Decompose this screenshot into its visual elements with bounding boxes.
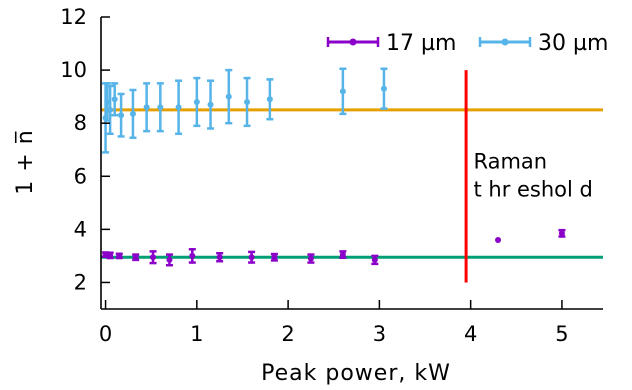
x-tick-label: 5 [555, 322, 568, 346]
y-tick-label: 8 [74, 111, 87, 135]
y-tick-label: 4 [74, 217, 87, 241]
reference-lines [101, 70, 603, 283]
data-point [107, 252, 114, 259]
data-point [266, 96, 273, 103]
data-points [102, 85, 565, 263]
data-point [104, 98, 111, 105]
data-point [132, 254, 139, 261]
axes [100, 16, 603, 310]
data-point [225, 93, 232, 100]
data-point [244, 98, 251, 105]
data-point [271, 254, 278, 261]
legend-label: 30 µm [538, 31, 608, 56]
data-point [371, 256, 378, 263]
data-point [189, 252, 196, 259]
data-point [339, 88, 346, 95]
data-point [157, 104, 164, 111]
data-point [150, 254, 157, 261]
raman-threshold-annotation: Raman t hr eshol d [473, 149, 592, 201]
legend-label: 17 µm [386, 31, 456, 56]
data-point [175, 104, 182, 111]
data-point [307, 255, 314, 262]
data-point [143, 104, 150, 111]
data-point [116, 252, 123, 259]
data-point [558, 230, 565, 237]
annotation-line: Raman [473, 149, 547, 173]
x-tick-label: 1 [190, 322, 203, 346]
data-point [207, 101, 214, 108]
x-tick-label: 4 [464, 322, 477, 346]
x-axis-label: Peak power, kW [261, 361, 451, 386]
x-tick-label: 0 [99, 322, 112, 346]
data-point [248, 254, 255, 261]
data-point [102, 114, 109, 121]
data-point [380, 85, 387, 92]
data-point [193, 98, 200, 105]
legend-swatch-marker [349, 38, 357, 46]
y-axis-label: 1 + n̅ [13, 129, 38, 194]
data-point [118, 112, 125, 119]
data-point [166, 256, 173, 263]
y-tick-label: 2 [74, 270, 87, 294]
data-point [102, 251, 109, 258]
data-point [216, 254, 223, 261]
y-tick-label: 10 [60, 58, 87, 82]
data-point [339, 251, 346, 258]
data-point [129, 110, 136, 117]
y-tick-label: 6 [74, 164, 87, 188]
y-tick-label: 12 [60, 5, 87, 29]
legend-swatch-marker [501, 38, 509, 46]
data-point [111, 96, 118, 103]
legend: 17 µm 30 µm [326, 31, 608, 56]
x-tick-label: 2 [281, 322, 294, 346]
data-point [107, 106, 114, 113]
data-point [495, 236, 502, 243]
annotation-line: t hr eshol d [473, 177, 592, 201]
x-tick-label: 3 [373, 322, 386, 346]
